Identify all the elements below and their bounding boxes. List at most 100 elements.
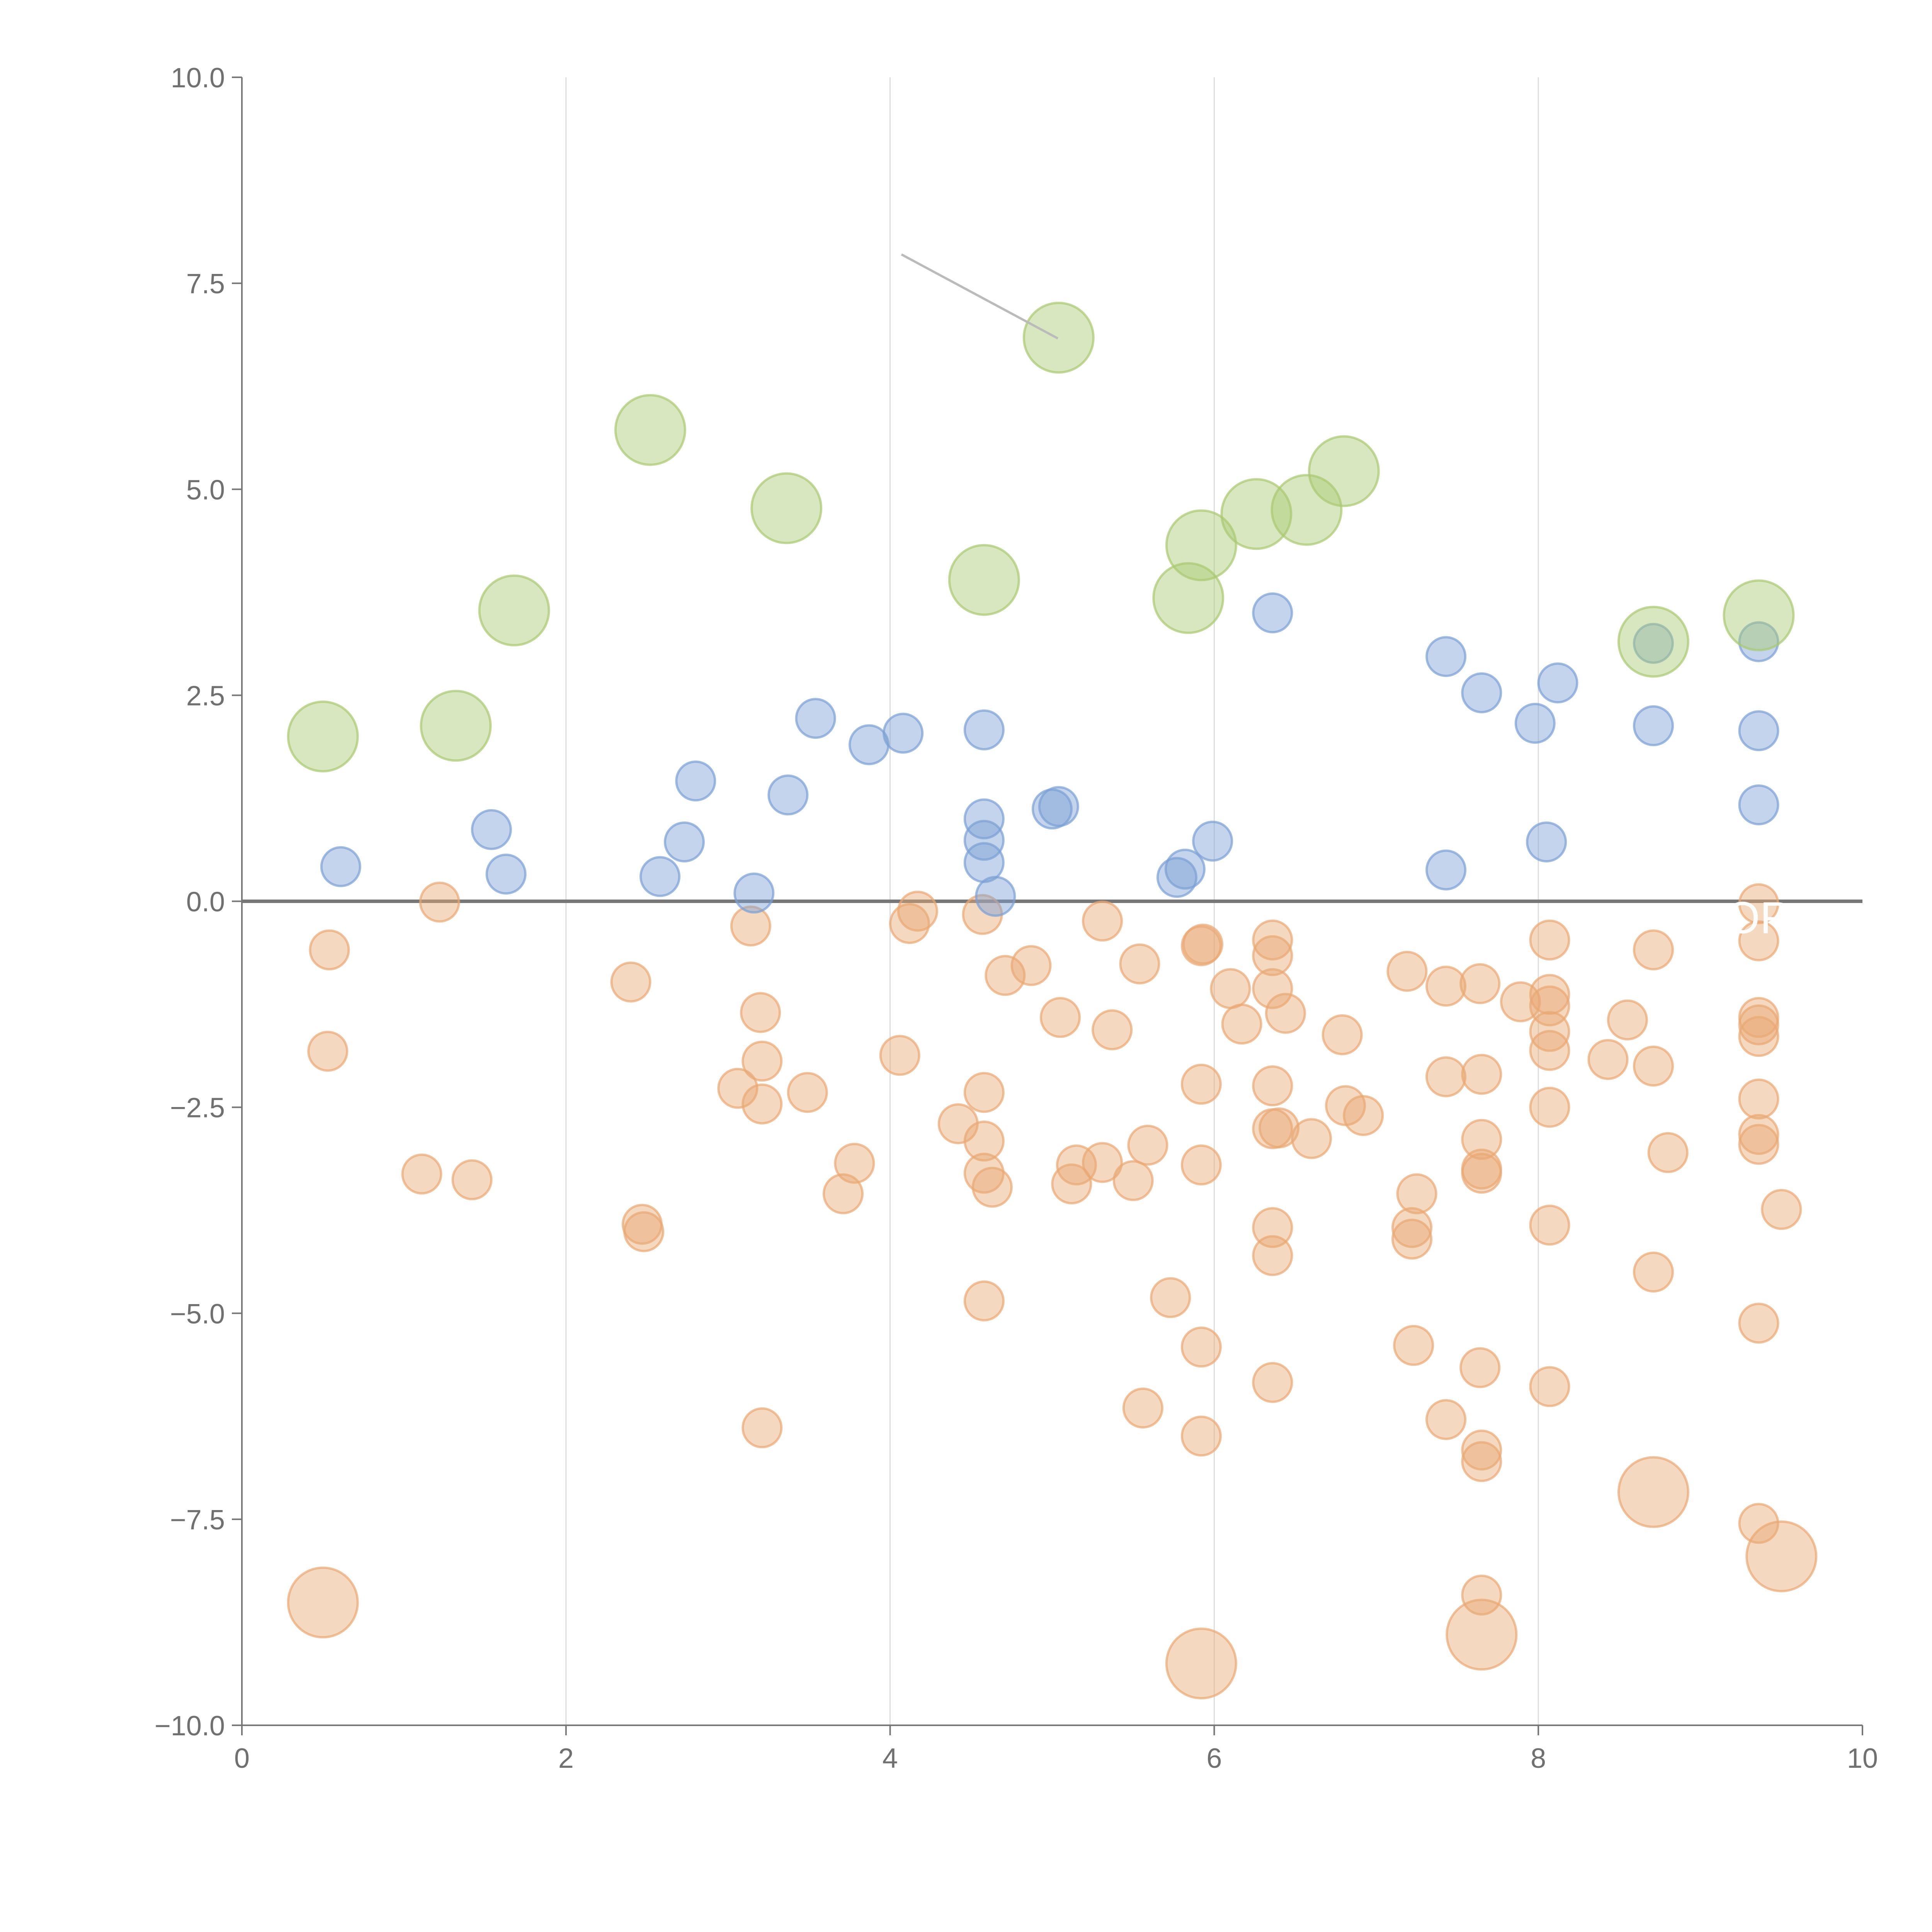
orange-point xyxy=(1180,925,1222,966)
orange-point xyxy=(1738,883,1779,924)
orange-point xyxy=(1010,945,1052,986)
orange-point xyxy=(1321,1014,1363,1055)
blue-point xyxy=(1192,820,1233,862)
green-point xyxy=(1617,605,1689,678)
orange-point xyxy=(1617,1456,1689,1528)
orange-point xyxy=(1529,1366,1570,1407)
blue-point xyxy=(767,774,809,816)
orange-point xyxy=(1165,1628,1237,1700)
orange-point xyxy=(1386,951,1428,992)
orange-point xyxy=(963,1072,1005,1113)
orange-point xyxy=(1391,1207,1433,1248)
orange-point xyxy=(963,1280,1005,1321)
orange-point xyxy=(1446,1599,1518,1671)
y-tick-label: 10.0 xyxy=(171,63,225,94)
orange-point xyxy=(1459,963,1501,1004)
blue-point xyxy=(975,876,1016,917)
green-point xyxy=(948,544,1020,616)
blue-point xyxy=(1425,636,1467,677)
orange-point xyxy=(822,1173,864,1214)
orange-point xyxy=(610,961,651,1003)
blue-point xyxy=(1038,786,1079,827)
orange-point xyxy=(1529,1087,1570,1128)
y-tick-label: 7.5 xyxy=(186,269,225,299)
orange-point xyxy=(963,1121,1005,1162)
y-tick-label: −7.5 xyxy=(170,1505,225,1536)
orange-point xyxy=(1180,1063,1222,1105)
blue-point xyxy=(1537,662,1578,704)
blue-point xyxy=(1738,784,1779,825)
data-points xyxy=(287,301,1818,1700)
orange-point xyxy=(623,1211,665,1252)
orange-point xyxy=(1738,1124,1779,1165)
orange-point xyxy=(1252,968,1293,1009)
blue-point xyxy=(849,724,890,765)
orange-point xyxy=(1738,920,1779,961)
blue-point xyxy=(1252,592,1293,634)
y-tick-label: −10.0 xyxy=(155,1711,225,1742)
orange-point xyxy=(730,905,771,947)
green-point xyxy=(287,701,359,772)
orange-point xyxy=(742,1407,783,1449)
blue-point xyxy=(733,872,775,914)
orange-point xyxy=(1180,1415,1222,1457)
blue-point xyxy=(795,698,836,739)
orange-point xyxy=(1633,929,1674,971)
orange-point xyxy=(1738,1078,1779,1120)
orange-point xyxy=(1633,1046,1674,1087)
orange-point xyxy=(1252,1207,1293,1248)
orange-point xyxy=(1461,1575,1502,1616)
green-point xyxy=(478,574,550,646)
green-point xyxy=(1165,509,1237,582)
orange-point xyxy=(1529,974,1570,1015)
orange-point xyxy=(1425,1056,1467,1097)
point-annotation: OR xyxy=(1725,893,1793,943)
y-tick-label: 0.0 xyxy=(186,887,225,918)
orange-point xyxy=(1252,919,1293,961)
annotation-leader-line xyxy=(901,253,1059,340)
orange-point xyxy=(1745,1520,1818,1592)
blue-point xyxy=(639,856,681,897)
orange-point xyxy=(1461,1119,1502,1160)
x-tick-label: 2 xyxy=(558,1743,574,1774)
leader-lines xyxy=(901,253,1059,340)
orange-point xyxy=(787,1072,828,1113)
orange-point xyxy=(971,1167,1013,1208)
orange-point xyxy=(1252,1235,1293,1276)
y-tick-label: −5.0 xyxy=(170,1299,225,1330)
x-tick-label: 4 xyxy=(883,1743,898,1774)
tick-labels: 10.0 7.5 5.0 2.5 0.0 −2.5 −5.0 −7.5 −10.0 0 2 4 6 8 10 xyxy=(155,63,1878,1774)
orange-point xyxy=(742,1083,783,1125)
orange-point xyxy=(1180,1327,1222,1368)
orange-point xyxy=(1393,1325,1434,1366)
orange-point xyxy=(985,955,1026,996)
orange-point xyxy=(1587,1039,1629,1080)
y-tick-label: 5.0 xyxy=(186,474,225,505)
green-point xyxy=(750,472,823,544)
orange-point xyxy=(1459,1347,1501,1388)
blue-point xyxy=(1461,672,1502,713)
orange-point xyxy=(1425,1399,1467,1440)
blue-point xyxy=(1526,821,1567,862)
orange-point xyxy=(1343,1095,1384,1136)
orange-point xyxy=(717,1068,759,1109)
orange-point xyxy=(1210,968,1251,1009)
orange-point xyxy=(1180,1144,1222,1185)
orange-point xyxy=(451,1159,493,1201)
orange-point xyxy=(1425,966,1467,1007)
orange-point xyxy=(1252,1065,1293,1107)
orange-point xyxy=(1265,993,1306,1034)
blue-point xyxy=(1164,849,1206,890)
blue-point xyxy=(485,854,527,895)
orange-point xyxy=(1082,1142,1123,1183)
x-tick-label: 10 xyxy=(1847,1743,1878,1774)
orange-point xyxy=(1252,935,1293,976)
orange-point xyxy=(309,929,350,971)
orange-point xyxy=(1150,1277,1191,1318)
blue-point xyxy=(1156,857,1197,898)
orange-point xyxy=(401,1153,442,1195)
orange-point xyxy=(742,1041,783,1082)
orange-point xyxy=(1738,1114,1779,1155)
orange-point xyxy=(1082,900,1123,942)
